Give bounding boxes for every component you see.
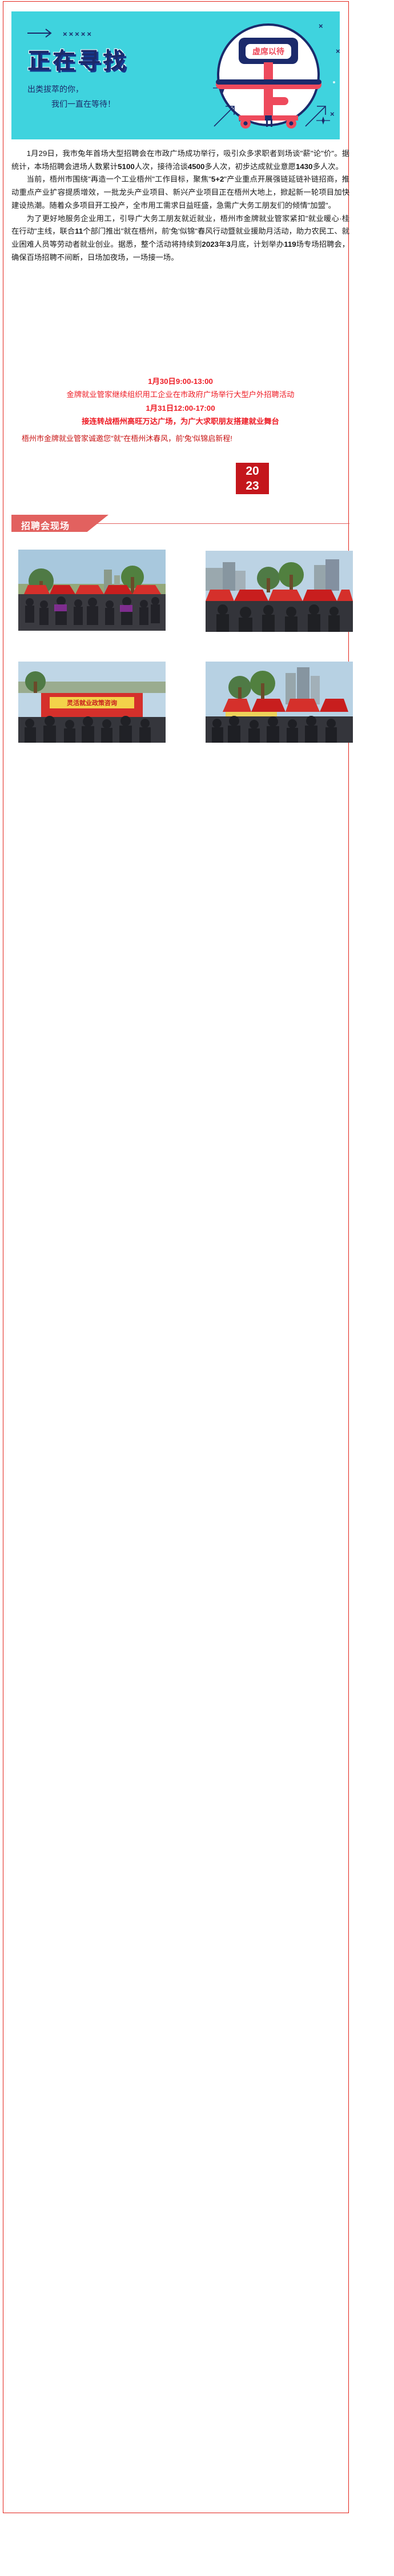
svg-text:×: × xyxy=(336,47,340,55)
svg-text:×: × xyxy=(319,22,323,30)
svg-text:虚席以待: 虚席以待 xyxy=(252,47,284,56)
svg-text:×: × xyxy=(330,110,335,118)
svg-text:灵活就业政策咨询: 灵活就业政策咨询 xyxy=(67,699,117,707)
